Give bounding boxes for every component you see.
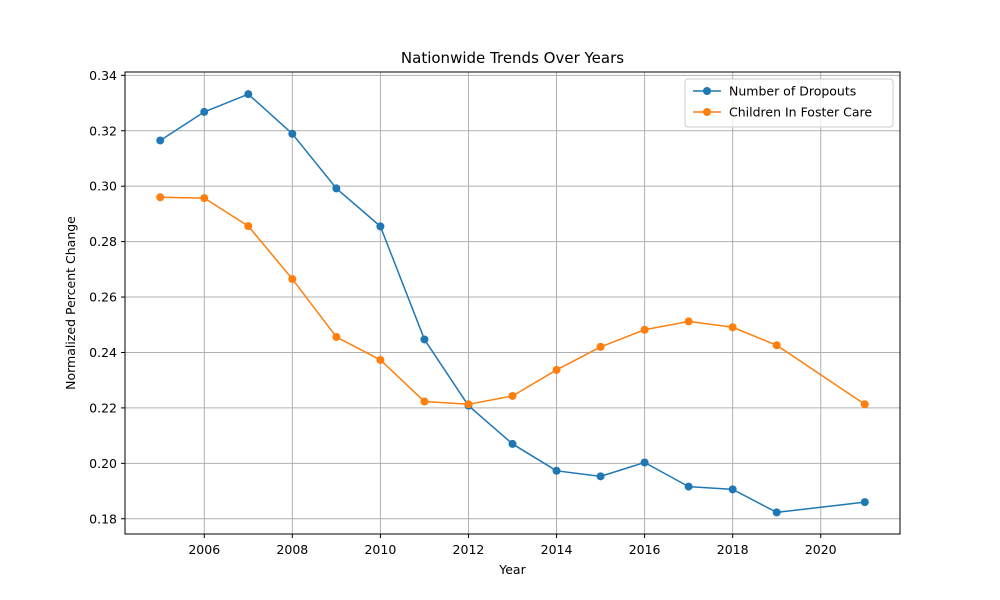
series-0 (156, 90, 869, 517)
data-point (640, 458, 649, 467)
y-tick-label: 0.32 (89, 123, 117, 138)
y-tick-label: 0.20 (89, 456, 117, 471)
x-tick-label: 2012 (453, 542, 485, 557)
y-tick-label: 0.28 (89, 234, 117, 249)
x-axis-label: Year (498, 562, 526, 577)
x-tick-label: 2006 (188, 542, 220, 557)
x-tick-label: 2018 (717, 542, 749, 557)
y-tick-label: 0.26 (89, 290, 117, 305)
data-point (772, 341, 781, 350)
data-point (508, 439, 517, 448)
data-point (376, 222, 385, 231)
series-1 (156, 193, 869, 409)
data-point (728, 485, 737, 494)
data-point (376, 355, 385, 364)
data-point (684, 317, 693, 326)
chart-title: Nationwide Trends Over Years (401, 49, 624, 67)
x-tick-label: 2014 (541, 542, 573, 557)
series-line (160, 196, 866, 406)
legend: Number of Dropouts Children In Foster Car… (684, 78, 894, 128)
y-tick-label: 0.30 (89, 179, 117, 194)
y-tick-label: 0.34 (89, 68, 117, 83)
data-point (552, 466, 561, 475)
x-tick-label: 2010 (364, 542, 396, 557)
x-tick-label: 2008 (276, 542, 308, 557)
data-point (860, 498, 869, 507)
data-point (596, 472, 605, 481)
data-point (156, 193, 165, 202)
y-tick-label: 0.18 (89, 511, 117, 526)
data-point (244, 222, 253, 231)
series-layer (156, 90, 869, 517)
legend-entry-label: Number of Dropouts (729, 84, 856, 99)
data-point (860, 400, 869, 409)
data-point (772, 508, 781, 517)
y-tick-label: 0.24 (89, 345, 117, 360)
y-axis-label: Normalized Percent Change (63, 216, 78, 390)
data-point (728, 323, 737, 332)
data-point (332, 184, 341, 193)
data-point (288, 129, 297, 138)
data-point (464, 400, 473, 409)
data-point (200, 107, 209, 116)
data-point (684, 482, 693, 491)
y-tick-label: 0.22 (89, 400, 117, 415)
series-line (159, 93, 865, 514)
plot-frame (124, 71, 901, 535)
x-tick-label: 2020 (805, 542, 837, 557)
legend-entry-label: Children In Foster Care (729, 105, 872, 120)
data-point (156, 136, 165, 145)
axes: 2006 2008 2010 2012 2014 2016 2018 2020 0.18 0.20… (89, 68, 837, 557)
data-point (508, 391, 517, 400)
legend-marker (703, 108, 711, 116)
data-point (244, 90, 253, 99)
x-tick-label: 2016 (629, 542, 661, 557)
grid-lines (125, 72, 900, 534)
legend-box (684, 78, 894, 128)
legend-marker (703, 87, 711, 95)
data-point (420, 335, 429, 344)
data-point (332, 332, 341, 341)
data-point (288, 275, 297, 284)
data-point (200, 194, 209, 203)
data-point (420, 397, 429, 406)
data-point (552, 365, 561, 374)
data-point (640, 325, 649, 334)
data-point (596, 342, 605, 351)
